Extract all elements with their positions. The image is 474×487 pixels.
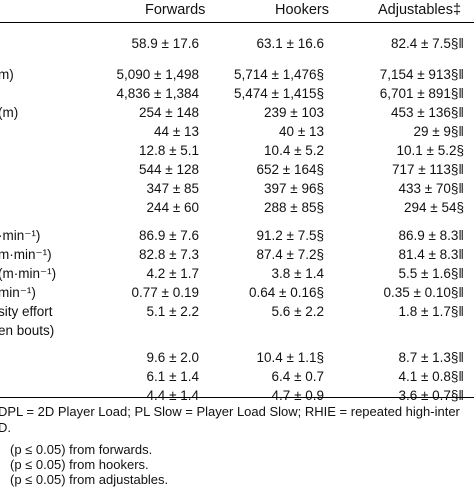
row-label: (m) [0,105,19,120]
footnote-adjustables: (p ≤ 0.05) from adjustables. [10,472,169,487]
cell-hookers: 652 ± 164§ [256,162,324,177]
cell-hookers: 10.4 ± 1.1§ [256,350,324,365]
cell-forwards: 5.1 ± 2.2 [146,304,199,319]
cell-adjustables: 29 ± 9§‖ [413,124,464,139]
cell-hookers: 288 ± 85§ [264,200,324,215]
footnote-abbreviations: DPL = 2D Player Load; PL Slow = Player L… [0,404,460,419]
table-row: 12.8 ± 5.1 10.4 ± 5.2 10.1 ± 5.2§ [0,143,474,163]
table-row: en bouts) [0,323,474,343]
footnote-forwards: (p ≤ 0.05) from forwards. [10,442,153,457]
cell-hookers: 3.8 ± 1.4 [271,266,324,281]
row-label: min⁻¹) [0,285,36,300]
cell-hookers: 4.7 ± 0.9 [271,388,324,403]
cell-forwards: 0.77 ± 0.19 [131,285,199,300]
table-row: 544 ± 128 652 ± 164§ 717 ± 113§‖ [0,162,474,182]
table-row: (m·min⁻¹) 4.2 ± 1.7 3.8 ± 1.4 5.5 ± 1.6§‖ [0,266,474,286]
row-label: sity effort [0,304,53,319]
cell-forwards: 5,090 ± 1,498 [116,67,199,82]
cell-adjustables: 6,701 ± 891§‖ [379,86,464,101]
table-row: 6.1 ± 1.4 6.4 ± 0.7 4.1 ± 0.8§‖ [0,369,474,389]
table-row: 9.6 ± 2.0 10.4 ± 1.1§ 8.7 ± 1.3§‖ [0,350,474,370]
cell-adjustables: 433 ± 70§‖ [398,181,464,196]
cell-forwards: 347 ± 85 [146,181,199,196]
cell-adjustables: 717 ± 113§‖ [391,162,464,177]
cell-adjustables: 7,154 ± 913§‖ [379,67,464,82]
table-row: m·min⁻¹) 82.8 ± 7.3 87.4 ± 7.2§ 81.4 ± 8.3‖ [0,247,474,267]
cell-adjustables: 5.5 ± 1.6§‖ [398,266,464,281]
cell-hookers: 5.6 ± 2.2 [271,304,324,319]
table-row: 347 ± 85 397 ± 96§ 433 ± 70§‖ [0,181,474,201]
row-label: m·min⁻¹) [0,247,52,262]
row-label: m) [0,67,14,82]
cell-forwards: 86.9 ± 7.6 [139,228,199,243]
header-forwards: Forwards [145,2,206,18]
table-row: 4,836 ± 1,384 5,474 ± 1,415§ 6,701 ± 891§‖ [0,86,474,106]
cell-hookers: 5,714 ± 1,476§ [234,67,324,82]
row-label: en bouts) [0,323,55,338]
cell-forwards: 4.4 ± 1.4 [146,388,199,403]
cell-adjustables: 86.9 ± 8.3‖ [398,228,464,243]
header-adjustables: Adjustables‡ [378,2,462,18]
cell-hookers: 10.4 ± 5.2 [264,143,324,158]
cell-forwards: 4.2 ± 1.7 [146,266,199,281]
cell-forwards: 58.9 ± 17.6 [131,36,199,51]
table-row: (m) 254 ± 148 239 ± 103 453 ± 136§‖ [0,105,474,125]
cell-adjustables: 3.6 ± 0.7§‖ [398,388,464,403]
cell-adjustables: 0.35 ± 0.10§‖ [383,285,464,300]
cell-forwards: 4,836 ± 1,384 [116,86,199,101]
cell-adjustables: 8.7 ± 1.3§‖ [398,350,464,365]
cell-forwards: 9.6 ± 2.0 [146,350,199,365]
cell-adjustables: 1.8 ± 1.7§‖ [398,304,464,319]
cell-forwards: 12.8 ± 5.1 [139,143,199,158]
cell-hookers: 87.4 ± 7.2§ [256,247,324,262]
cell-hookers: 5,474 ± 1,415§ [234,86,324,101]
header-hookers: Hookers [275,2,329,18]
row-label: ·min⁻¹) [0,228,41,243]
table-row: 44 ± 13 40 ± 13 29 ± 9§‖ [0,124,474,144]
table-row: sity effort 5.1 ± 2.2 5.6 ± 2.2 1.8 ± 1.7§‖ [0,304,474,324]
cell-hookers: 0.64 ± 0.16§ [249,285,324,300]
cell-forwards: 254 ± 148 [139,105,199,120]
cell-forwards: 544 ± 128 [139,162,199,177]
table-row: ·min⁻¹) 86.9 ± 7.6 91.2 ± 7.5§ 86.9 ± 8.3‖ [0,228,474,248]
table-row: 4.4 ± 1.4 4.7 ± 0.9 3.6 ± 0.7§‖ [0,388,474,408]
footnote-tail: D. [0,420,11,435]
cell-forwards: 44 ± 13 [154,124,199,139]
cell-adjustables: 81.4 ± 8.3‖ [398,247,464,262]
cell-adjustables: 294 ± 54§ [404,200,464,215]
footnote-hookers: (p ≤ 0.05) from hookers. [10,457,149,472]
cell-adjustables: 10.1 ± 5.2§ [396,143,464,158]
cell-hookers: 91.2 ± 7.5§ [256,228,324,243]
cell-hookers: 397 ± 96§ [264,181,324,196]
cell-forwards: 82.8 ± 7.3 [139,247,199,262]
cell-adjustables: 453 ± 136§‖ [390,105,464,120]
table-row: 244 ± 60 288 ± 85§ 294 ± 54§ [0,200,474,220]
row-label: (m·min⁻¹) [0,266,57,281]
cell-hookers: 40 ± 13 [279,124,324,139]
table-row: min⁻¹) 0.77 ± 0.19 0.64 ± 0.16§ 0.35 ± 0.10… [0,285,474,305]
cell-hookers: 63.1 ± 16.6 [256,36,324,51]
cell-hookers: 239 ± 103 [264,105,324,120]
cell-adjustables: 82.4 ± 7.5§‖ [390,36,464,51]
cell-hookers: 6.4 ± 0.7 [271,369,324,384]
table-row: m) 5,090 ± 1,498 5,714 ± 1,476§ 7,154 ± 913… [0,67,474,87]
bottom-rule [0,397,474,398]
cell-adjustables: 4.1 ± 0.8§‖ [398,369,464,384]
cell-forwards: 6.1 ± 1.4 [146,369,199,384]
table-row: 58.9 ± 17.6 63.1 ± 16.6 82.4 ± 7.5§‖ [0,36,474,56]
cell-forwards: 244 ± 60 [146,200,199,215]
header-rule [0,22,474,23]
